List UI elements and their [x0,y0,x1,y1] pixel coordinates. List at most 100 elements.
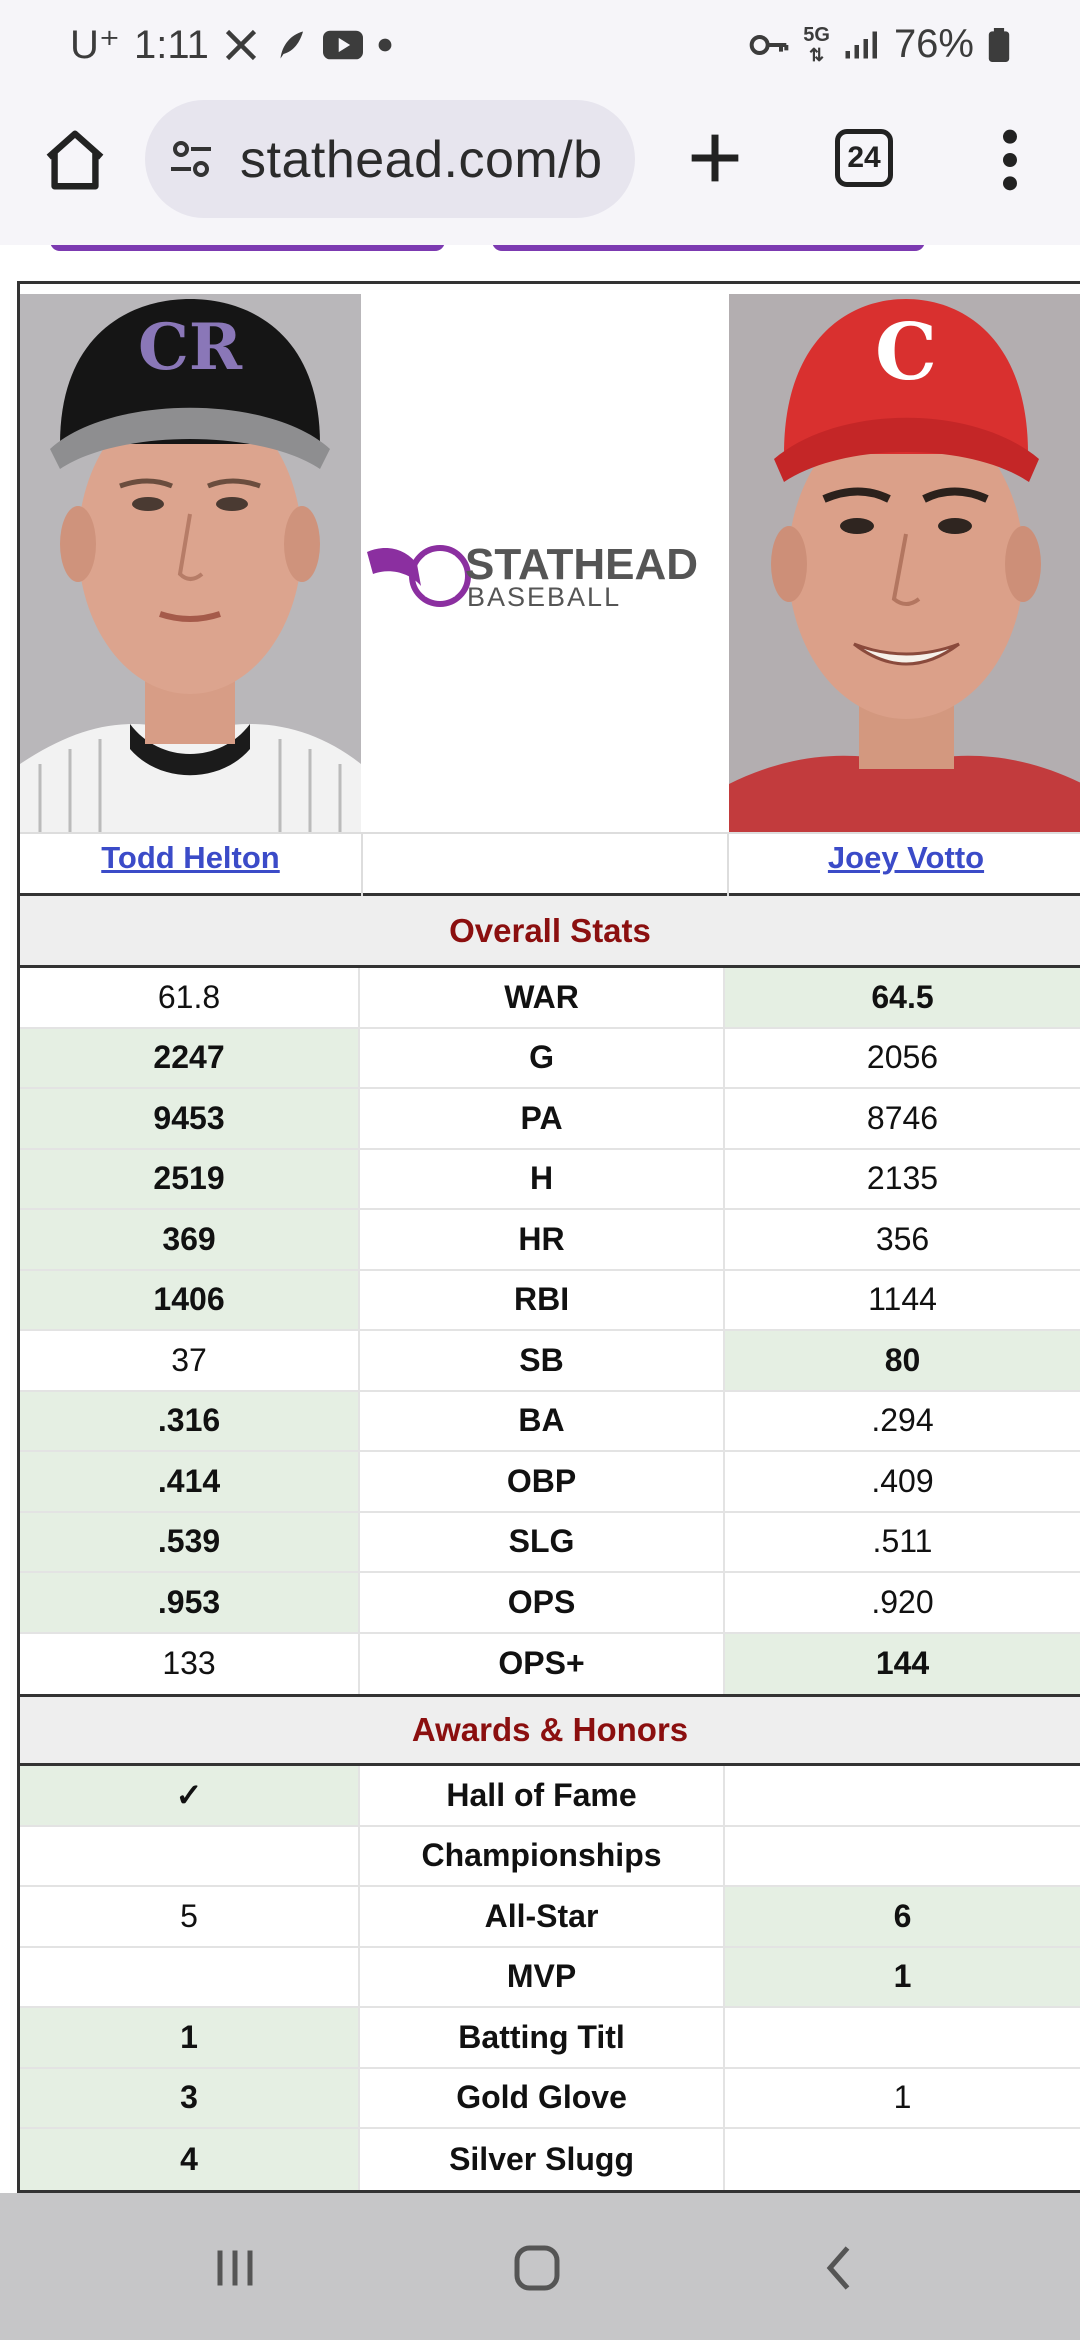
left-player-value: 37 [20,1331,361,1390]
stat-label: OBP [360,1452,726,1511]
clock: 1:11 [134,22,209,67]
network-5g-icon: 5G ⇅ [803,23,830,65]
recent-apps-button[interactable] [205,2238,265,2298]
stat-row: 133 OPS+ 144 [20,1633,1080,1694]
right-player-value: 6 [725,1887,1080,1946]
stat-row: 3 Gold Glove 1 [20,2068,1080,2129]
stat-label: Championships [360,1826,726,1885]
stat-row: 1 Batting Titl [20,2008,1080,2069]
stat-row: .414 OBP .409 [20,1452,1080,1513]
left-player-value: .539 [20,1512,361,1571]
stat-row: MVP 1 [20,1947,1080,2008]
x-icon [223,27,259,63]
stathead-logo[interactable]: STATHEAD BASEBALL [365,534,727,614]
stat-label: PA [360,1089,726,1148]
left-player-value: 4 [20,2129,361,2190]
player-photo-right: C [729,294,1080,832]
left-player-value: ✓ [20,1766,361,1825]
dot-icon [377,37,393,53]
site-settings-icon[interactable] [167,135,215,183]
right-player-value: .920 [871,1583,934,1620]
home-nav-button[interactable] [507,2238,567,2298]
stat-label: OPS [360,1573,726,1632]
system-nav-bar [0,2193,1080,2340]
recents-icon [217,2250,253,2286]
back-chevron-icon [826,2246,850,2290]
stat-row: .953 OPS .920 [20,1573,1080,1634]
right-player-value [725,1766,1080,1825]
stat-label: RBI [360,1270,726,1329]
stat-label: G [360,1028,726,1087]
stat-label: Hall of Fame [360,1766,726,1825]
left-player-value [20,1947,361,2006]
stat-row: 61.8 WAR 64.5 [20,968,1080,1029]
battery-icon [988,27,1010,62]
home-icon [46,130,104,190]
more-vertical-icon [1003,129,1017,191]
comparison-table: CR C [17,281,1080,2193]
logo-mark-icon [367,548,421,586]
left-player-value: 2519 [20,1149,361,1208]
stat-row: 37 SB 80 [20,1331,1080,1392]
right-player-value: 2135 [866,1160,939,1197]
stat-row: .316 BA .294 [20,1391,1080,1452]
stat-row: 1406 RBI 1144 [20,1270,1080,1331]
plus-icon [691,134,739,182]
stat-label: SB [360,1331,726,1390]
cap-logo-right: C [875,307,937,398]
stat-row: 4 Silver Slugg [20,2129,1080,2190]
logo-subtitle: BASEBALL [467,582,621,612]
cap-logo-left: CR [138,310,243,385]
new-tab-button[interactable] [680,123,750,193]
carrier-label: U⁺ [70,23,120,67]
player-link-right[interactable]: Joey Votto [827,840,985,875]
header-divider-left [361,832,363,896]
stat-label: BA [360,1391,726,1450]
signal-icon [844,29,880,61]
left-player-value: 1 [20,2008,361,2067]
youtube-icon [322,29,363,61]
stat-row: 2247 G 2056 [20,1028,1080,1089]
tab-switcher-button[interactable]: 24 [835,129,893,187]
back-button[interactable] [810,2238,870,2298]
url-text[interactable]: stathead.com/b [240,131,603,189]
address-bar[interactable]: stathead.com/b [145,100,635,218]
stat-label: MVP [360,1947,726,2006]
purple-tab-left[interactable] [50,245,445,251]
right-player-value: 2056 [866,1039,939,1076]
logo-title: STATHEAD [465,540,698,589]
stat-label: OPS+ [360,1633,726,1694]
home-button[interactable] [40,125,110,195]
left-player-value: .953 [20,1573,361,1632]
stat-label: Batting Titl [360,2008,726,2067]
purple-tab-right[interactable] [492,245,925,251]
home-square-icon [514,2245,560,2291]
stat-label: Gold Glove [360,2068,726,2127]
stat-row: .539 SLG .511 [20,1512,1080,1573]
right-player-value [725,2008,1080,2067]
stat-row: ✓ Hall of Fame [20,1766,1080,1827]
overflow-menu-button[interactable] [990,125,1030,195]
left-player-value: 9453 [20,1089,361,1148]
right-player-value: 1 [893,2079,912,2116]
tab-count: 24 [847,141,881,174]
left-player-value: 1406 [20,1270,361,1329]
overall-stats-header: Overall Stats [20,896,1080,968]
left-player-value: .316 [20,1391,361,1450]
right-player-value: .294 [871,1402,934,1439]
stat-label: All-Star [360,1887,726,1946]
left-player-value: 5 [20,1887,361,1946]
right-player-value: 64.5 [725,968,1080,1027]
feather-icon [273,27,309,63]
right-player-value: 144 [725,1633,1080,1694]
key-icon [749,30,789,60]
header-divider [20,832,1080,834]
player-link-left[interactable]: Todd Helton [101,840,280,875]
stat-label: HR [360,1210,726,1269]
left-player-value: 369 [20,1210,361,1269]
stat-row: 5 All-Star 6 [20,1887,1080,1948]
players-header: CR C [20,284,1080,896]
network-label: 5G [803,23,830,46]
page-content: CR C [0,245,1080,2193]
stat-label: WAR [360,968,726,1027]
